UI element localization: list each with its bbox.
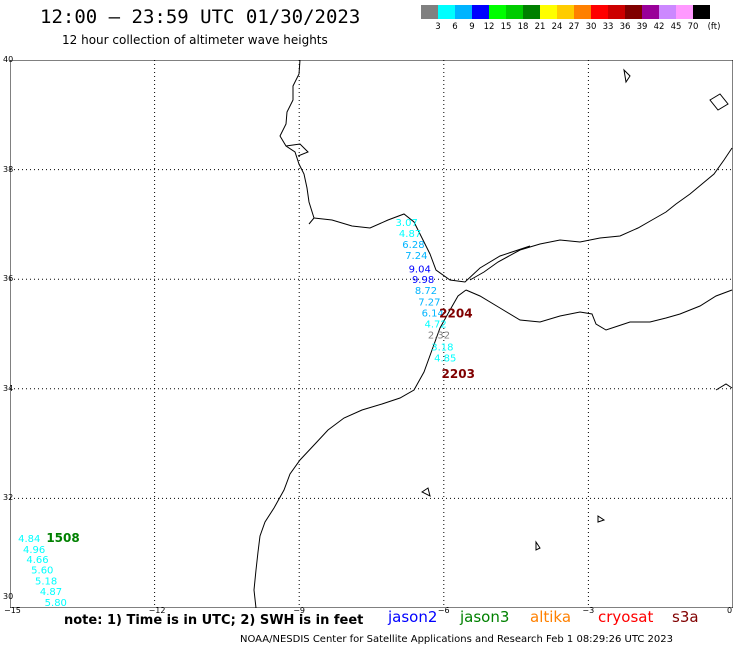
map-grid xyxy=(10,60,733,608)
legend-swatch xyxy=(676,5,693,19)
legend-color-bar xyxy=(421,5,710,19)
coast-island-6 xyxy=(715,383,733,391)
coast-island-5 xyxy=(535,540,541,551)
lat-tick-label: 36 xyxy=(3,274,14,284)
lat-tick-label: 38 xyxy=(3,164,14,174)
legend-swatch xyxy=(557,5,574,19)
wave-height-points: 3.074.876.287.249.049.988.727.276.144.72… xyxy=(18,218,456,608)
legend-swatch xyxy=(693,5,710,19)
wave-height-value: 9.04 xyxy=(409,265,431,276)
wave-height-value: 4.84 xyxy=(18,534,40,545)
legend-swatch xyxy=(506,5,523,19)
wave-height-map: 3.074.876.287.249.049.988.727.276.144.72… xyxy=(10,60,733,608)
wave-height-value: 5.80 xyxy=(45,598,67,608)
page-subtitle: 12 hour collection of altimeter wave hei… xyxy=(62,33,328,47)
legend-swatch xyxy=(574,5,591,19)
legend-swatch xyxy=(472,5,489,19)
legend-label: 6 xyxy=(452,22,458,32)
wave-height-value: 3.07 xyxy=(396,218,418,229)
legend-label: 24 xyxy=(551,22,563,32)
legend-label: 3 xyxy=(435,22,441,32)
wave-height-value: 8.72 xyxy=(415,286,437,297)
satellite-legend-item: jason2 xyxy=(388,608,438,626)
legend-swatch xyxy=(455,5,472,19)
legend-label: 39 xyxy=(636,22,648,32)
lon-tick-label: −15 xyxy=(4,606,21,615)
lat-tick-label: 34 xyxy=(3,383,14,393)
lon-tick-label: −9 xyxy=(293,606,305,615)
wave-height-value: 4.96 xyxy=(23,545,45,556)
legend-labels: 3 6 9 12 15 18 21 24 27 30 33 36 39 42 45 70 (ft) xyxy=(421,22,720,34)
legend-label: 12 xyxy=(483,22,495,32)
legend-swatch xyxy=(659,5,676,19)
page-title: 12:00 – 23:59 UTC 01/30/2023 xyxy=(40,6,361,28)
legend-swatch xyxy=(625,5,642,19)
coast-island-3 xyxy=(421,487,431,497)
coast-lisbon-estuary xyxy=(285,143,309,157)
legend-swatch xyxy=(438,5,455,19)
lon-tick-label: −6 xyxy=(437,606,450,615)
track-time-labels: 2204 2203 1508 xyxy=(46,307,475,546)
coast-spain-med xyxy=(469,147,733,281)
satellite-legend-item: s3a xyxy=(672,608,699,626)
legend-label: 9 xyxy=(469,22,475,32)
lon-tick-label: −3 xyxy=(582,606,595,615)
lat-tick-label: 30 xyxy=(3,592,14,601)
wave-height-value: 9.98 xyxy=(412,275,434,286)
credit-line: NOAA/NESDIS Center for Satellite Applica… xyxy=(240,634,673,645)
legend-label: 30 xyxy=(585,22,597,32)
legend-label: 45 xyxy=(670,22,682,32)
wave-height-value: 4.66 xyxy=(26,555,48,566)
coast-island-1 xyxy=(623,68,631,84)
legend-unit: (ft) xyxy=(707,22,721,32)
wave-height-value: 4.72 xyxy=(424,319,446,330)
legend-swatch xyxy=(489,5,506,19)
wave-height-value: 2.32 xyxy=(428,330,450,341)
satellite-legend-item: altika xyxy=(530,608,572,626)
track-time-label: 2203 xyxy=(442,367,475,381)
legend-swatch xyxy=(540,5,557,19)
legend-label: 70 xyxy=(687,22,699,32)
coast-algarve-cadiz xyxy=(313,213,531,283)
track-time-label: 2204 xyxy=(439,307,472,321)
wave-height-value: 7.27 xyxy=(418,298,440,309)
lat-tick-label: 40 xyxy=(3,55,14,64)
color-legend: 3 6 9 12 15 18 21 24 27 30 33 36 39 42 45 70 (ft) xyxy=(421,5,720,34)
map-frame xyxy=(10,60,733,608)
wave-height-value: 4.85 xyxy=(434,353,456,364)
lat-tick-label: 32 xyxy=(3,493,14,503)
wave-height-value: 6.14 xyxy=(422,308,444,319)
coastline xyxy=(253,60,733,608)
legend-swatch xyxy=(591,5,608,19)
legend-swatch xyxy=(523,5,540,19)
legend-label: 15 xyxy=(500,22,512,32)
legend-swatch xyxy=(642,5,659,19)
legend-label: 42 xyxy=(653,22,665,32)
wave-height-value: 4.87 xyxy=(399,229,421,240)
legend-label: 33 xyxy=(602,22,614,32)
wave-height-value: 4.87 xyxy=(40,587,62,598)
legend-label: 21 xyxy=(534,22,546,32)
coast-island-4 xyxy=(597,515,606,523)
track-time-label: 1508 xyxy=(46,531,79,545)
satellite-legend-item: jason3 xyxy=(460,608,510,626)
lon-tick-label: −12 xyxy=(148,606,166,615)
satellite-legend-item: cryosat xyxy=(598,608,654,626)
wave-height-value: 6.28 xyxy=(402,240,424,251)
legend-label: 36 xyxy=(619,22,631,32)
wave-height-value: 5.18 xyxy=(35,576,57,587)
legend-swatch xyxy=(421,5,438,19)
coast-morocco-atlantic xyxy=(253,289,467,608)
legend-label: 27 xyxy=(568,22,580,32)
coast-island-2 xyxy=(709,93,729,111)
footer-note: note: 1) Time is in UTC; 2) SWH is in fe… xyxy=(64,613,364,628)
legend-label: 18 xyxy=(517,22,529,32)
lon-tick-label: 0 xyxy=(727,606,733,615)
wave-height-value: 5.60 xyxy=(31,565,53,576)
wave-height-value: 7.24 xyxy=(405,251,427,262)
coast-north-africa-med xyxy=(465,289,733,331)
wave-height-value: 3.18 xyxy=(431,342,453,353)
legend-swatch xyxy=(608,5,625,19)
